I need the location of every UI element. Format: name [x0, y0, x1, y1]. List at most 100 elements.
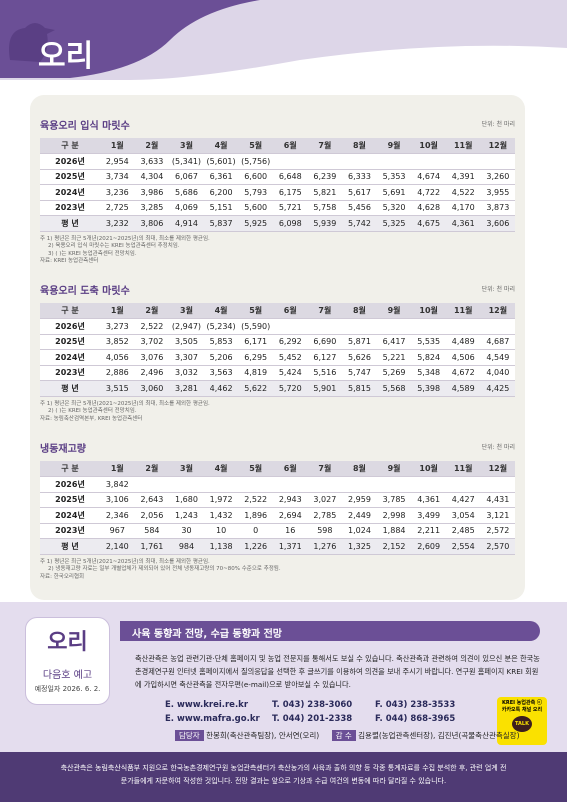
empty-cell [376, 318, 412, 335]
table-row: 2024년 2,346 2,056 1,243 1,432 1,896 2,694 2,785… [40, 507, 516, 524]
cell: 3,054 [445, 507, 481, 524]
column-header: 10월 [411, 138, 446, 154]
empty-cell [411, 476, 446, 493]
cell: 4,170 [445, 200, 481, 216]
column-header: 7월 [307, 138, 343, 154]
cell: 16 [272, 523, 308, 539]
cell: 6,171 [238, 334, 273, 350]
column-header: 7월 [307, 461, 343, 477]
cell: 3,505 [169, 334, 204, 350]
column-header: 구 분 [40, 303, 100, 319]
preview-title: 오리 [47, 630, 88, 655]
column-header: 6월 [272, 138, 308, 154]
cell: 4,722 [411, 184, 446, 201]
cell: 6,098 [272, 215, 308, 232]
table-row: 2026년 3,273 2,522 (2,947) (5,234) (5,590) [40, 318, 516, 335]
cell: 3,515 [100, 380, 135, 397]
table-row: 2025년 3,106 2,643 1,680 1,972 2,522 2,943 3,027… [40, 492, 516, 508]
empty-cell [307, 476, 343, 493]
table-row: 2023년 2,886 2,496 3,032 3,563 4,819 5,424 5,516… [40, 365, 516, 381]
notes: 주 1) 평년은 최근 5개년(2021~2025년)의 최대, 최소를 제외한… [40, 401, 515, 424]
cell: 5,617 [342, 184, 377, 201]
staff-label: 담당자 [175, 730, 204, 741]
column-header: 4월 [203, 303, 239, 319]
table-row: 평 년 3,515 3,060 3,281 4,462 5,622 5,720 5,901 5,… [40, 380, 516, 397]
cell: 4,069 [169, 200, 204, 216]
cell: 1,896 [238, 507, 273, 524]
cell: 2,056 [134, 507, 170, 524]
cell: (5,341) [169, 153, 204, 170]
cell: 5,456 [342, 200, 377, 216]
cell: (5,234) [203, 318, 239, 335]
table-row: 평 년 3,232 3,806 4,914 5,837 5,925 6,098 5,939 5,… [40, 215, 516, 232]
cell: 4,506 [445, 349, 481, 366]
footer: 축산관측은 농림축산식품부 지원으로 한국농촌경제연구원 농업관측센터가 축산농… [0, 752, 567, 802]
cell: 4,425 [480, 380, 516, 397]
empty-cell [445, 318, 481, 335]
cell: 3,499 [411, 507, 446, 524]
cell: 5,206 [203, 349, 239, 366]
empty-cell [376, 153, 412, 170]
cell: 4,361 [411, 492, 446, 508]
column-header: 3월 [169, 461, 204, 477]
cell: 2,886 [100, 365, 135, 381]
cell: 3,785 [376, 492, 412, 508]
contact: F. 043) 238-3533 [375, 700, 456, 710]
cell: 4,549 [480, 349, 516, 366]
cell: 5,452 [272, 349, 308, 366]
cell: (5,601) [203, 153, 239, 170]
cell: 5,398 [411, 380, 446, 397]
cell: 2,346 [100, 507, 135, 524]
cell: 2,959 [342, 492, 377, 508]
contact: E. www.mafra.go.kr [165, 714, 260, 724]
cell: 4,674 [411, 169, 446, 185]
column-header: 11월 [445, 138, 481, 154]
cell: 6,127 [307, 349, 343, 366]
cell: 3,986 [134, 184, 170, 201]
cell: 4,628 [411, 200, 446, 216]
empty-cell [480, 318, 516, 335]
cell: 5,353 [376, 169, 412, 185]
cell: 3,852 [100, 334, 135, 350]
section-title: 육용오리 입식 마릿수 [40, 121, 130, 132]
column-header: 구 분 [40, 461, 100, 477]
note: 주 1) 평년은 최근 5개년(2021~2025년)의 최대, 최소를 제외한… [40, 235, 210, 242]
cell: 5,320 [376, 200, 412, 216]
empty-cell [134, 476, 170, 493]
column-header: 5월 [238, 138, 273, 154]
cell: 1,680 [169, 492, 204, 508]
cell: 4,672 [445, 365, 481, 381]
row-header: 2024년 [40, 507, 100, 524]
table-row: 2024년 3,236 3,986 5,686 6,200 5,793 6,175 5,821… [40, 184, 516, 201]
cell: 5,925 [238, 215, 273, 232]
cell: 3,121 [480, 507, 516, 524]
cell: 3,027 [307, 492, 343, 508]
section: 냉동재고량 단위: 천 마리 구 분 1월 2월 3월 4월 5월 6월 7월 8월 9월 10월 11월… [40, 440, 516, 581]
empty-cell [480, 153, 516, 170]
cell: 1,432 [203, 507, 239, 524]
cell: 2,211 [411, 523, 446, 539]
note: 주 1) 평년은 최근 5개년(2021~2025년)의 최대, 최소를 제외한… [40, 558, 210, 565]
cell: 5,837 [203, 215, 239, 232]
cell: 967 [100, 523, 135, 539]
note: 2) 냉동재고량 자료는 일부 개별업체가 제외되어 있어 전체 냉동재고량의 … [48, 566, 281, 572]
column-header: 3월 [169, 303, 204, 319]
empty-cell [342, 318, 377, 335]
column-header: 4월 [203, 461, 239, 477]
preview-paragraph: 축산관측은 농업 관련기관·단체 홈페이지 및 농업 전문지를 통해서도 보실 … [135, 654, 540, 689]
row-header: 2023년 [40, 200, 100, 216]
cell: 2,943 [272, 492, 308, 508]
empty-cell [376, 476, 412, 493]
page-title: 오리 [38, 39, 93, 74]
cell: 3,281 [169, 380, 204, 397]
column-header: 5월 [238, 461, 273, 477]
contact: T. 043) 238-3060 [272, 700, 353, 710]
cell: 2,570 [480, 538, 516, 555]
cell: 3,236 [100, 184, 135, 201]
cell: 5,151 [203, 200, 239, 216]
cell: 2,643 [134, 492, 170, 508]
row-header: 2025년 [40, 169, 100, 185]
cell: 4,914 [169, 215, 204, 232]
column-header: 6월 [272, 303, 308, 319]
column-header: 2월 [134, 138, 170, 154]
